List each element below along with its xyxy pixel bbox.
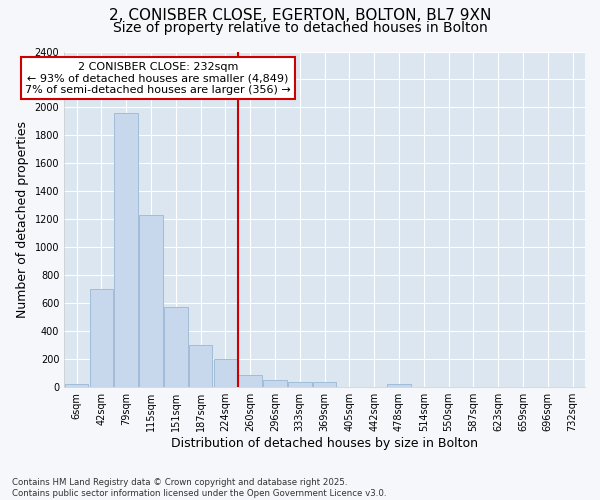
- Text: 2 CONISBER CLOSE: 232sqm
← 93% of detached houses are smaller (4,849)
7% of semi: 2 CONISBER CLOSE: 232sqm ← 93% of detach…: [25, 62, 291, 95]
- Bar: [214, 359, 237, 387]
- Text: Size of property relative to detached houses in Bolton: Size of property relative to detached ho…: [113, 21, 487, 35]
- Y-axis label: Number of detached properties: Number of detached properties: [16, 121, 29, 318]
- Bar: [164, 308, 188, 387]
- Bar: [238, 376, 262, 387]
- Bar: [263, 380, 287, 387]
- Bar: [288, 382, 311, 387]
- X-axis label: Distribution of detached houses by size in Bolton: Distribution of detached houses by size …: [171, 437, 478, 450]
- Bar: [65, 384, 88, 387]
- Bar: [115, 113, 138, 387]
- Bar: [89, 290, 113, 387]
- Bar: [387, 384, 411, 387]
- Text: 2, CONISBER CLOSE, EGERTON, BOLTON, BL7 9XN: 2, CONISBER CLOSE, EGERTON, BOLTON, BL7 …: [109, 8, 491, 22]
- Bar: [139, 215, 163, 387]
- Bar: [313, 382, 337, 387]
- Bar: [189, 344, 212, 387]
- Text: Contains HM Land Registry data © Crown copyright and database right 2025.
Contai: Contains HM Land Registry data © Crown c…: [12, 478, 386, 498]
